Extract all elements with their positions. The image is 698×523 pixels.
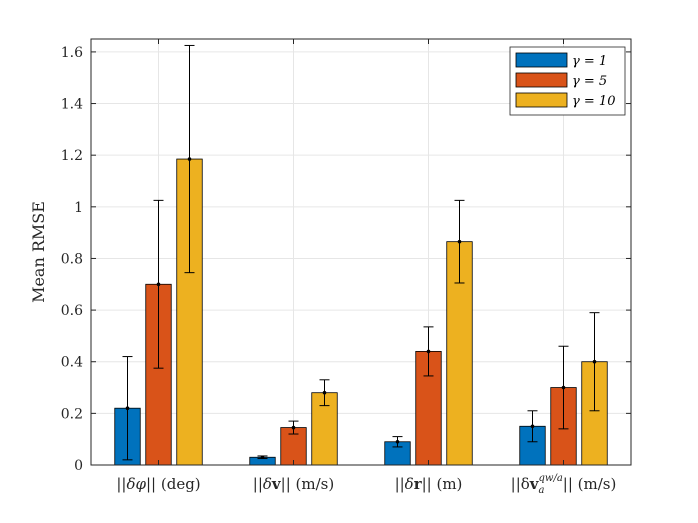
x-category-label: ||δr|| (m) (395, 475, 463, 493)
legend: γ = 1 γ = 5 γ = 10 (509, 46, 626, 116)
error-bar (122, 356, 133, 461)
x-category-label: ||δφ|| (deg) (116, 475, 200, 493)
legend-item: γ = 10 (515, 92, 615, 109)
y-tick-label: 0 (74, 458, 83, 474)
legend-item: γ = 5 (515, 72, 607, 89)
y-tick-label: 1.6 (61, 45, 83, 61)
y-tick-label: 0.2 (61, 406, 83, 422)
x-category-label: ||δv|| (m/s) (253, 475, 334, 493)
mean-marker (322, 390, 327, 395)
error-bars (122, 44, 600, 461)
legend-label: γ = 5 (572, 74, 607, 89)
error-bar (319, 379, 330, 407)
x-category-label: ||δvaqw/a|| (m/s) (511, 473, 617, 496)
mean-marker (561, 385, 566, 390)
error-bar (184, 44, 195, 274)
mean-marker (156, 282, 161, 287)
error-bar (257, 455, 268, 460)
mean-marker (125, 406, 130, 411)
legend-swatch (515, 72, 568, 88)
y-tick-label: 0.8 (61, 251, 83, 267)
mean-marker (260, 455, 265, 460)
x-category-labels: ||δφ|| (deg) ||δv|| (m/s) ||δr|| (m) ||δvaq… (116, 473, 616, 496)
y-tick-label: 1.2 (61, 148, 83, 164)
y-tick-label: 1 (74, 200, 83, 216)
error-bar (454, 199, 465, 284)
mean-marker (187, 157, 192, 161)
legend-item: γ = 1 (515, 52, 607, 69)
legend-label: γ = 1 (572, 54, 607, 69)
error-bar (527, 410, 538, 443)
y-tick-label: 0.6 (61, 303, 83, 319)
mean-marker (457, 239, 462, 244)
mean-marker (395, 439, 400, 444)
legend-swatch (515, 92, 568, 108)
y-tick-labels: 0 0.2 0.4 0.6 0.8 1 1.2 1.4 1.6 (61, 45, 83, 474)
bars (114, 158, 608, 466)
y-axis-label: Mean RMSE (29, 201, 48, 303)
error-bar (423, 326, 434, 377)
y-tick-label: 0.4 (61, 355, 83, 371)
legend-label: γ = 10 (572, 94, 615, 109)
y-tick-label: 1.4 (61, 97, 83, 113)
error-bar (392, 436, 403, 448)
error-bar (288, 420, 299, 435)
legend-swatch (515, 52, 568, 68)
mean-marker (426, 349, 431, 354)
error-bar (558, 345, 569, 430)
error-bar (153, 199, 164, 369)
error-bar (589, 312, 600, 412)
mean-marker (291, 425, 296, 430)
mean-marker (530, 424, 535, 429)
ticks (91, 39, 631, 466)
plot-frame (90, 38, 632, 466)
mean-marker (592, 359, 597, 364)
